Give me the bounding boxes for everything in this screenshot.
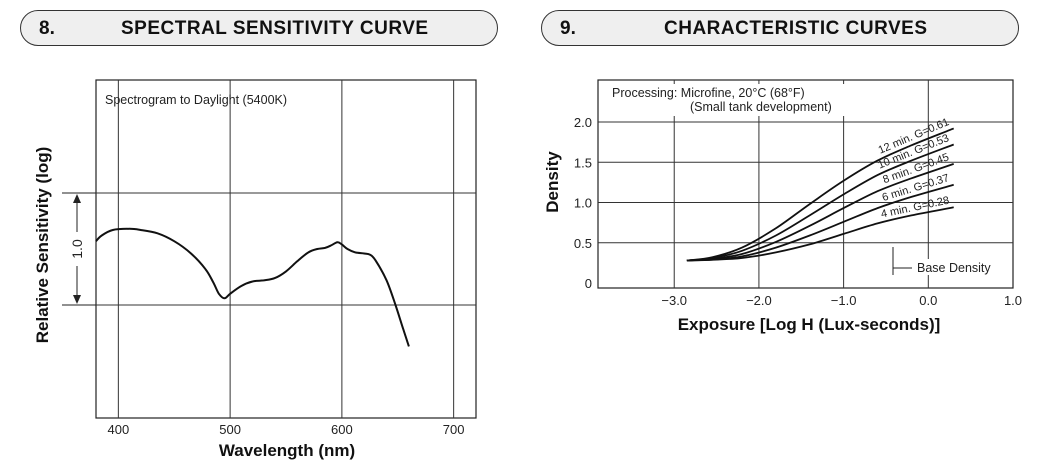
spectral-plot-frame <box>95 79 477 419</box>
characteristic-y-tick: 2.0 <box>574 115 592 130</box>
characteristic-curve <box>686 163 954 262</box>
characteristic-curves <box>686 127 955 262</box>
scale-arrow-down-icon <box>73 295 81 304</box>
characteristic-x-tick: 0.0 <box>919 293 937 308</box>
characteristic-x-tick: −2.0 <box>746 293 772 308</box>
characteristic-chart: Processing: Microfine, 20°C (68°F) (Smal… <box>543 79 1022 334</box>
characteristic-y-tick: 0 <box>585 276 592 291</box>
characteristic-curve <box>686 127 955 262</box>
spectral-x-tick: 400 <box>108 422 130 437</box>
spectral-chart: 1.0 Spectrogram to Daylight (5400K) 400 5… <box>33 79 477 460</box>
base-density-label: Base Density <box>917 261 991 275</box>
characteristic-y-ticks: 0 0.5 1.0 1.5 2.0 <box>574 115 592 291</box>
spectral-x-ticks: 400 500 600 700 <box>108 422 465 437</box>
spectral-annotation: Spectrogram to Daylight (5400K) <box>105 93 287 107</box>
spectral-x-tick: 500 <box>219 422 241 437</box>
characteristic-y-axis-label: Density <box>543 151 562 213</box>
scale-arrow-up-icon <box>73 194 81 203</box>
characteristic-plot-frame <box>597 79 1014 289</box>
section-8-number: 8. <box>39 18 55 39</box>
base-density-backdrop <box>914 259 1002 275</box>
characteristic-y-tick: 1.0 <box>574 196 592 211</box>
processing-sub-annotation: (Small tank development) <box>690 100 832 114</box>
spectral-x-axis-label: Wavelength (nm) <box>219 441 355 460</box>
characteristic-x-tick: −1.0 <box>831 293 857 308</box>
scale-marker-label: 1.0 <box>69 239 85 259</box>
spectral-x-tick: 700 <box>443 422 465 437</box>
characteristic-x-tick: −3.0 <box>661 293 687 308</box>
characteristic-curve <box>686 206 954 262</box>
spectral-y-axis-label: Relative Sensitivity (log) <box>33 147 52 344</box>
characteristic-curve <box>686 143 955 262</box>
characteristic-y-tick: 1.5 <box>574 155 592 170</box>
section-9-title: CHARACTERISTIC CURVES <box>664 18 928 39</box>
section-9-number: 9. <box>560 18 576 39</box>
spectral-x-tick: 600 <box>331 422 353 437</box>
section-8-header: 8. SPECTRAL SENSITIVITY CURVE <box>20 10 498 46</box>
processing-annotation: Processing: Microfine, 20°C (68°F) <box>612 86 805 100</box>
section-9-header: 9. CHARACTERISTIC CURVES <box>541 10 1019 46</box>
section-8-title: SPECTRAL SENSITIVITY CURVE <box>121 18 429 39</box>
spectral-grid <box>96 80 476 418</box>
characteristic-x-ticks: −3.0 −2.0 −1.0 0.0 1.0 <box>661 293 1022 308</box>
annotation-backdrop <box>609 84 855 116</box>
characteristic-x-axis-label: Exposure [Log H (Lux-seconds)] <box>678 315 941 334</box>
characteristic-y-tick: 0.5 <box>574 236 592 251</box>
characteristic-x-tick: 1.0 <box>1004 293 1022 308</box>
spectral-sensitivity-line <box>95 227 410 347</box>
